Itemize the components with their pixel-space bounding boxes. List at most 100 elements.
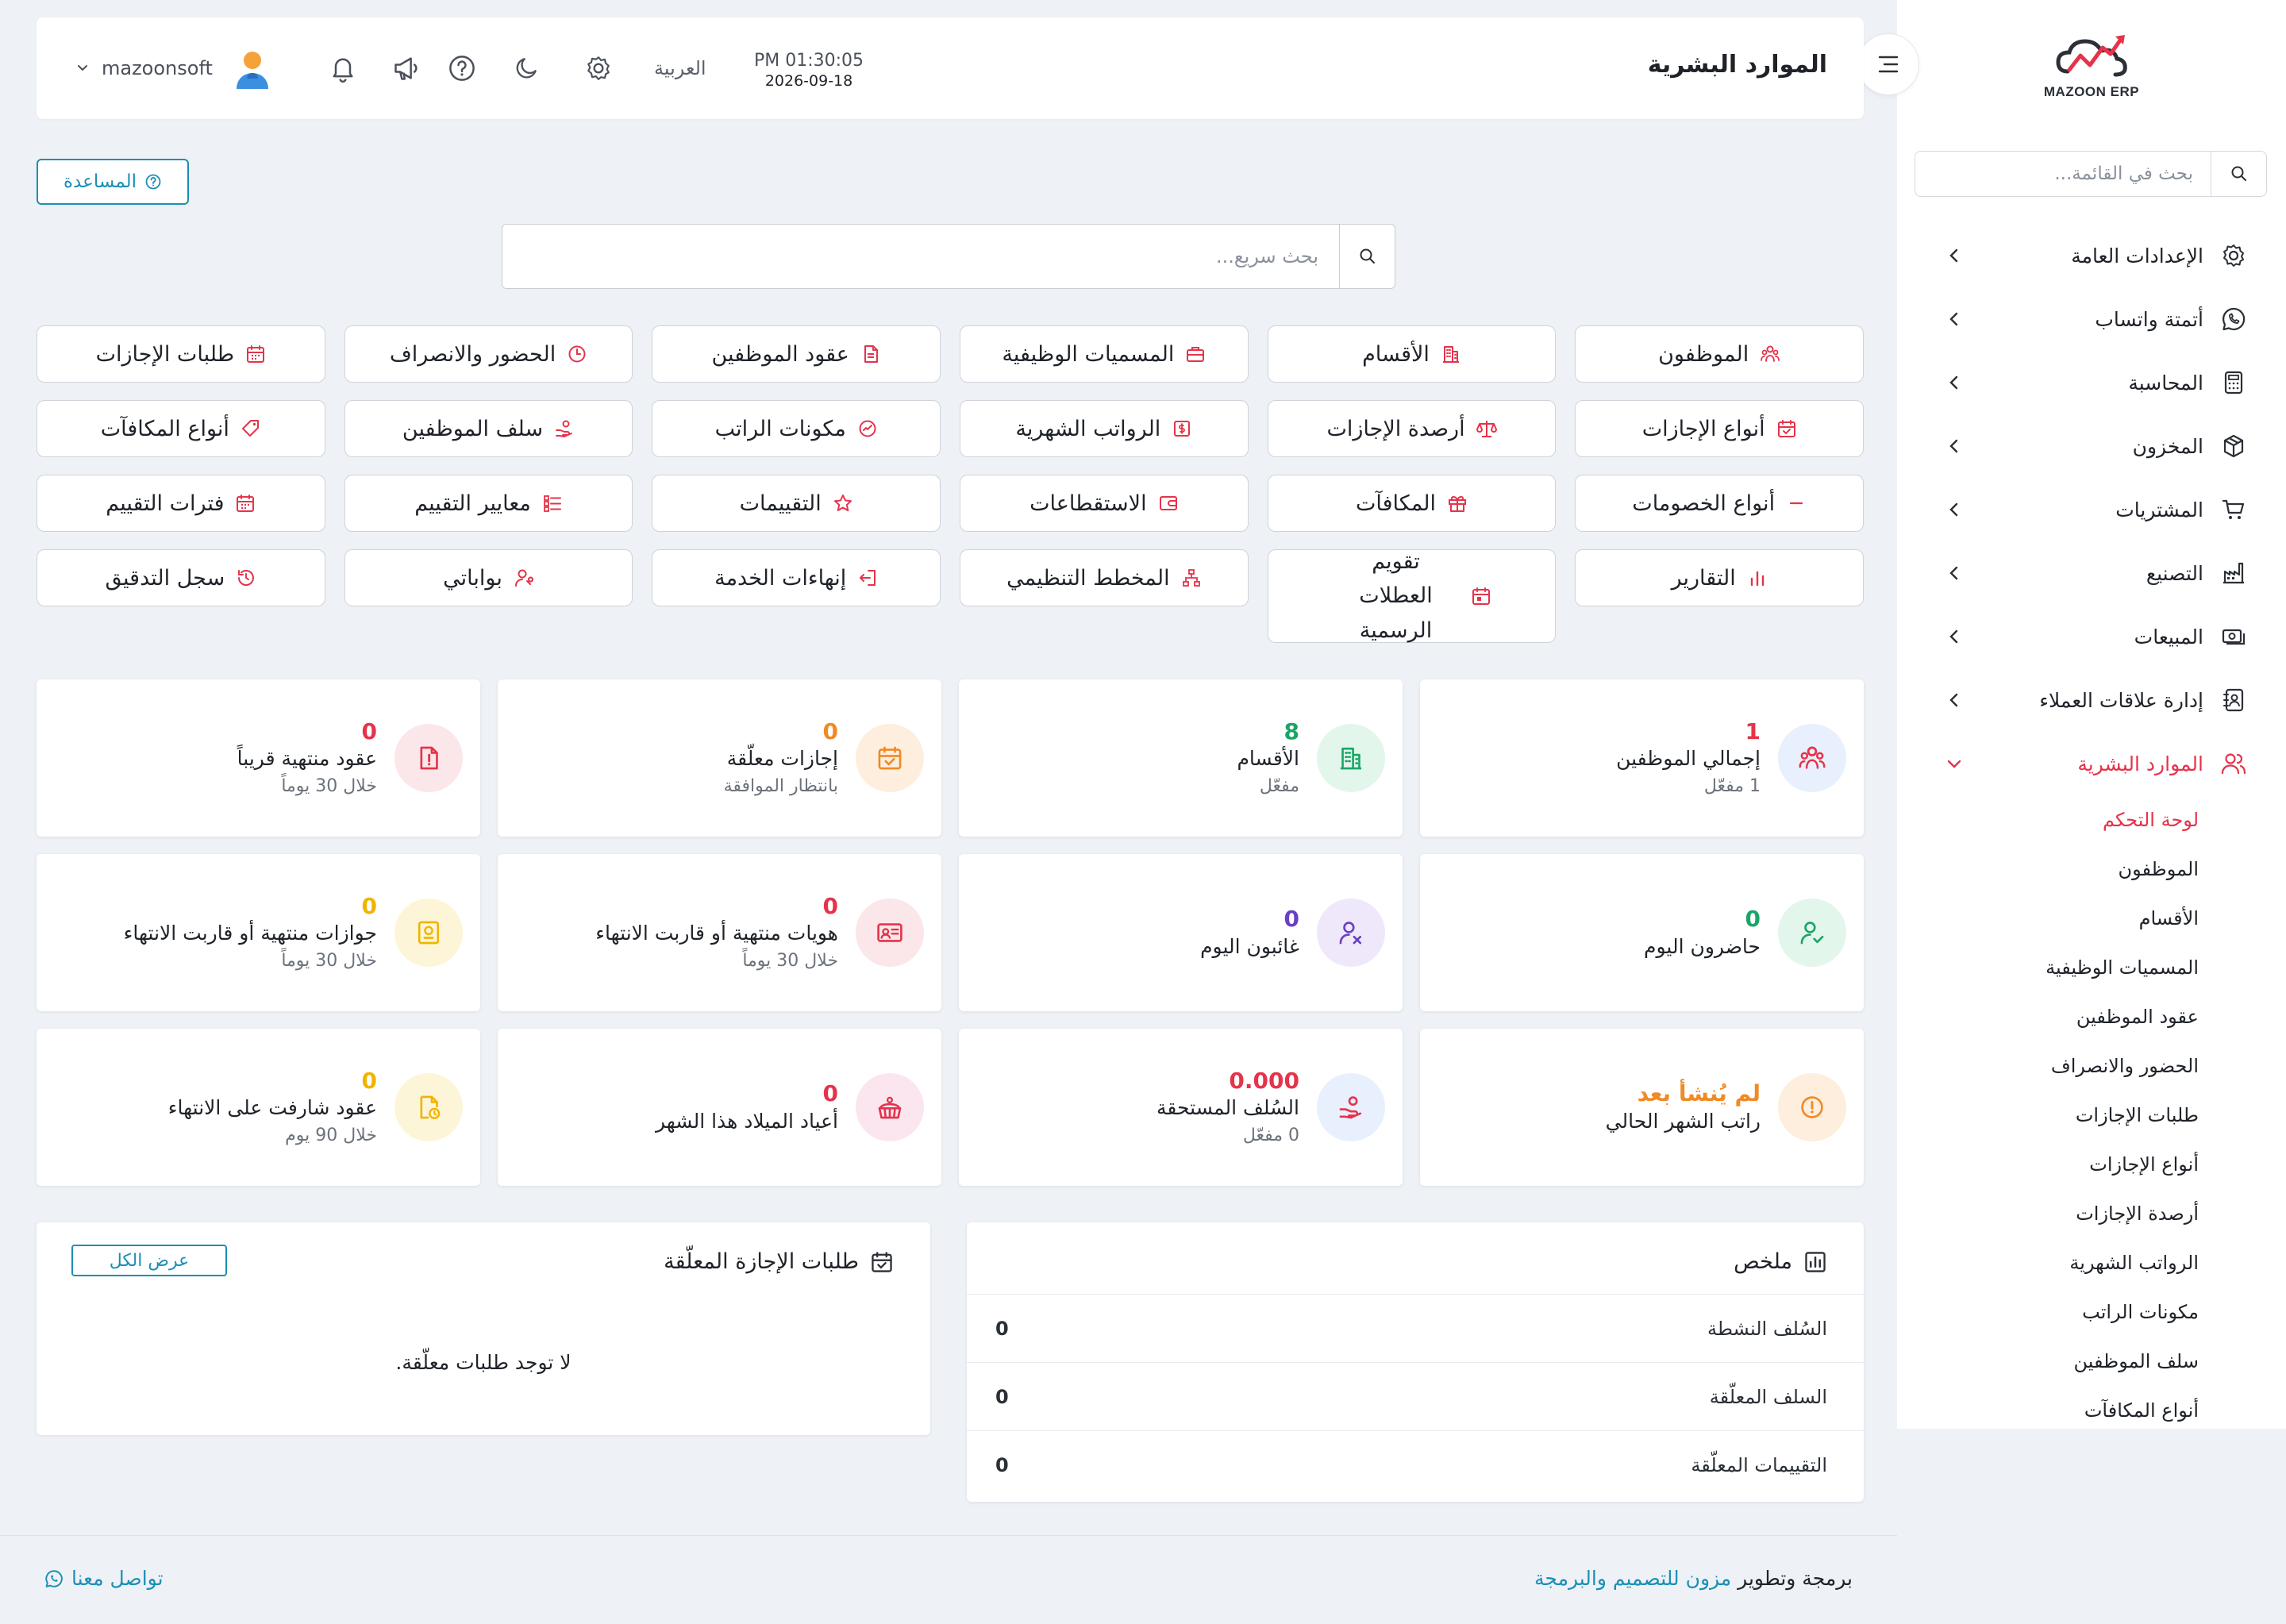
search-icon[interactable]: [1339, 225, 1395, 288]
stat-card-expiring-ids[interactable]: 0 هويات منتهية أو قاربت الانتهاء خلال 30 ي…: [498, 854, 941, 1011]
submenu-item-monthly-salaries[interactable]: الرواتب الشهرية: [1897, 1238, 2199, 1287]
calendar-check-icon: [870, 1250, 894, 1274]
quick-link-evaluation-criteria[interactable]: معايير التقييم: [344, 475, 633, 532]
submenu-item-leave-balances[interactable]: أرصدة الإجازات: [1897, 1189, 2199, 1238]
quick-link-label: تقويم العطلات الرسمية: [1333, 545, 1460, 648]
megaphone-icon[interactable]: [391, 52, 422, 84]
submenu-item-contracts[interactable]: عقود الموظفين: [1897, 992, 2199, 1041]
stat-card-expiring-contracts[interactable]: 0 عقود منتهية قريباً خلال 30 يوماً: [37, 679, 480, 837]
help-circle-icon[interactable]: [446, 52, 478, 84]
sidebar-item-general-settings[interactable]: الإعدادات العامة: [1897, 224, 2286, 287]
settings-gear-icon[interactable]: [583, 52, 614, 84]
quick-search-input[interactable]: [502, 225, 1339, 288]
contacts-icon: [2219, 686, 2248, 714]
quick-search: [502, 224, 1395, 289]
quick-link-job-titles[interactable]: المسميات الوظيفية: [960, 325, 1249, 383]
hand-coin-icon: [554, 418, 575, 439]
submenu-item-attendance[interactable]: الحضور والانصراف: [1897, 1041, 2199, 1091]
quick-link-reports[interactable]: التقارير: [1575, 549, 1864, 606]
footer-credit-link[interactable]: مزون للتصميم والبرمجة: [1534, 1567, 1731, 1590]
stat-card-absent-today[interactable]: 0 غائبون اليوم: [959, 854, 1403, 1011]
quick-link-label: أنواع الإجازات: [1642, 417, 1765, 441]
stat-card-contracts-near-end[interactable]: 0 عقود شارفت على الانتهاء خلال 90 يوم: [37, 1029, 480, 1186]
submenu-item-employees[interactable]: الموظفون: [1897, 845, 2199, 894]
menu-icon: [1876, 54, 1900, 75]
quick-link-label: أرصدة الإجازات: [1326, 417, 1464, 441]
document-icon: [860, 344, 881, 364]
help-button[interactable]: المساعدة: [37, 159, 189, 205]
quick-link-leave-types[interactable]: أنواع الإجازات: [1575, 400, 1864, 457]
avatar[interactable]: [233, 49, 271, 90]
submenu-item-salary-components[interactable]: مكونات الراتب: [1897, 1287, 2199, 1337]
sidebar: MAZOON ERP الإعدادات العامة أتمتة واتساب…: [1897, 0, 2286, 1429]
quick-link-bonuses[interactable]: المكافآت: [1268, 475, 1557, 532]
sidebar-item-accounting[interactable]: المحاسبة: [1897, 351, 2286, 414]
quick-link-employee-advances[interactable]: سلف الموظفين: [344, 400, 633, 457]
quick-link-my-portal[interactable]: بواباتي: [344, 549, 633, 606]
quick-link-employees[interactable]: الموظفون: [1575, 325, 1864, 383]
quick-link-attendance[interactable]: الحضور والانصراف: [344, 325, 633, 383]
submenu-item-departments[interactable]: الأقسام: [1897, 894, 2199, 943]
stat-subtitle: خلال 30 يوماً: [237, 776, 377, 796]
footer-divider: [0, 1535, 1897, 1536]
sidebar-item-inventory[interactable]: المخزون: [1897, 414, 2286, 478]
sidebar-item-label: المبيعات: [1964, 625, 2203, 648]
submenu-item-job-titles[interactable]: المسميات الوظيفية: [1897, 943, 2199, 992]
clock-icon: [567, 344, 587, 364]
summary-title: ملخص: [1734, 1249, 1792, 1274]
quick-link-leave-requests[interactable]: طلبات الإجازات: [37, 325, 325, 383]
sidebar-item-whatsapp-automation[interactable]: أتمتة واتساب: [1897, 287, 2286, 351]
submenu-item-employee-advances[interactable]: سلف الموظفين: [1897, 1337, 2199, 1386]
sidebar-item-human-resources[interactable]: الموارد البشرية: [1897, 732, 2286, 795]
sidebar-toggle-button[interactable]: [1857, 33, 1919, 95]
submenu-item-leave-types[interactable]: أنواع الإجازات: [1897, 1140, 2199, 1189]
quick-link-deductions[interactable]: الاستقطاعات: [960, 475, 1249, 532]
user-name[interactable]: mazoonsoft: [102, 57, 213, 79]
stat-card-pending-leaves[interactable]: 0 إجازات معلّقة بانتظار الموافقة: [498, 679, 941, 837]
stat-card-outstanding-advances[interactable]: 0.000 السُلف المستحقة 0 مفعّل: [959, 1029, 1403, 1186]
contact-us-link[interactable]: تواصل معنا: [44, 1567, 164, 1590]
quick-link-bonus-types[interactable]: أنواع المكافآت: [37, 400, 325, 457]
stat-card-expiring-passports[interactable]: 0 جوازات منتهية أو قاربت الانتهاء خلال 30 …: [37, 854, 480, 1011]
quick-link-salary-components[interactable]: مكونات الراتب: [652, 400, 941, 457]
stat-title: أعياد الميلاد هذا الشهر: [656, 1110, 838, 1133]
quick-link-org-chart[interactable]: المخطط التنظيمي: [960, 549, 1249, 606]
sidebar-search-input[interactable]: [1915, 152, 2211, 196]
submenu-item-leave-requests[interactable]: طلبات الإجازات: [1897, 1091, 2199, 1140]
stat-card-total-employees[interactable]: 1 إجمالي الموظفين 1 مفعّل: [1420, 679, 1864, 837]
submenu-item-dashboard[interactable]: لوحة التحكم: [1897, 795, 2199, 845]
sidebar-item-label: إدارة علاقات العملاء: [1964, 689, 2203, 712]
summary-row-label: السلف المعلّقة: [1710, 1386, 1827, 1408]
quick-link-label: إنهاءات الخدمة: [714, 566, 846, 591]
dark-mode-moon-icon[interactable]: [511, 52, 543, 84]
stat-card-departments[interactable]: 8 الأقسام مفعّل: [959, 679, 1403, 837]
stat-card-current-salary[interactable]: لم يُنشأ بعد راتب الشهر الحالي: [1420, 1029, 1864, 1186]
quick-link-terminations[interactable]: إنهاءات الخدمة: [652, 549, 941, 606]
view-all-button[interactable]: عرض الكل: [71, 1245, 227, 1276]
id-card-icon: [856, 899, 924, 967]
sidebar-item-purchases[interactable]: المشتريات: [1897, 478, 2286, 541]
quick-link-audit-log[interactable]: سجل التدقيق: [37, 549, 325, 606]
quick-link-departments[interactable]: الأقسام: [1268, 325, 1557, 383]
sidebar-item-crm[interactable]: إدارة علاقات العملاء: [1897, 668, 2286, 732]
quick-link-evaluation-periods[interactable]: فترات التقييم: [37, 475, 325, 532]
bell-icon[interactable]: [327, 52, 359, 84]
help-circle-icon: [144, 173, 162, 190]
quick-link-leave-balances[interactable]: أرصدة الإجازات: [1268, 400, 1557, 457]
chevron-down-icon[interactable]: [76, 63, 89, 73]
submenu-item-bonus-types[interactable]: أنواع المكافآت: [1897, 1386, 2199, 1435]
quick-link-evaluations[interactable]: التقييمات: [652, 475, 941, 532]
sidebar-item-manufacturing[interactable]: التصنيع: [1897, 541, 2286, 605]
quick-link-holidays-calendar[interactable]: تقويم العطلات الرسمية: [1268, 549, 1557, 643]
quick-link-contracts[interactable]: عقود الموظفين: [652, 325, 941, 383]
quick-link-deduction-types[interactable]: أنواع الخصومات: [1575, 475, 1864, 532]
quick-link-monthly-salaries[interactable]: الرواتب الشهرية: [960, 400, 1249, 457]
stat-card-present-today[interactable]: 0 حاضرون اليوم: [1420, 854, 1864, 1011]
search-icon[interactable]: [2211, 152, 2266, 196]
summary-row: السُلف النشطة 0: [967, 1294, 1864, 1362]
brand-logo[interactable]: MAZOON ERP: [2040, 32, 2143, 111]
sidebar-item-sales[interactable]: المبيعات: [1897, 605, 2286, 668]
language-switcher[interactable]: العربية: [654, 57, 706, 79]
cake-icon: [856, 1073, 924, 1141]
stat-card-birthdays[interactable]: 0 أعياد الميلاد هذا الشهر: [498, 1029, 941, 1186]
